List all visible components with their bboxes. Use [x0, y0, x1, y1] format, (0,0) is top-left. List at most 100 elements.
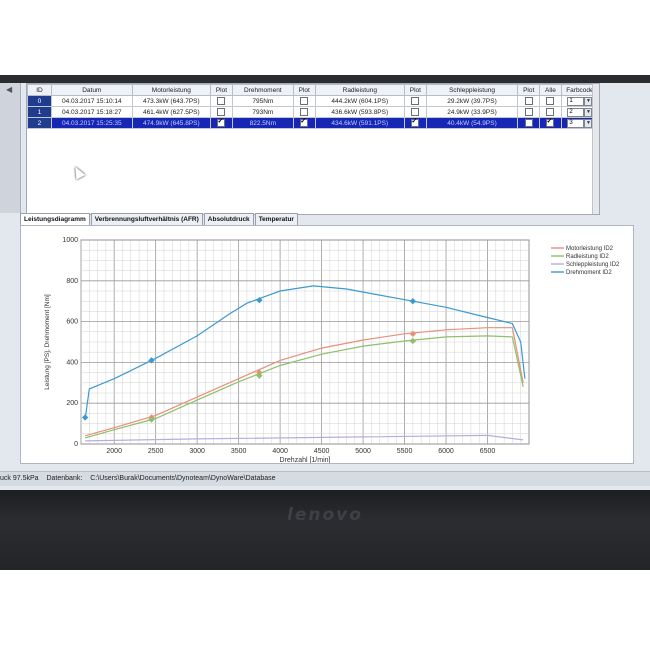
plot-cell: [403, 95, 427, 107]
header-alle[interactable]: Alle: [539, 84, 562, 96]
plot-cell: [292, 95, 316, 107]
plot-cell: [517, 95, 541, 107]
plot-drehmoment-checkbox[interactable]: [300, 119, 309, 127]
row-id[interactable]: 1: [27, 106, 52, 118]
tab-afr[interactable]: Verbrennungsluftverhältnis (AFR): [90, 213, 203, 225]
plot-motorleistung-checkbox[interactable]: [217, 97, 226, 105]
plot-schleppleistung-checkbox[interactable]: [524, 119, 533, 127]
plot-drehmoment-checkbox[interactable]: [300, 97, 309, 105]
table-scrollbar[interactable]: [592, 84, 599, 214]
plot-radleistung-checkbox[interactable]: [411, 97, 420, 105]
table-row[interactable]: 1 04.03.2017 15:18:27 461.4kW (627.5PS) 793…: [27, 106, 600, 118]
x-tick-label: 5500: [397, 448, 413, 455]
alle-checkbox[interactable]: [546, 119, 555, 127]
series-marker-1: [409, 337, 417, 345]
header-plot[interactable]: Plot: [292, 84, 316, 96]
row-id[interactable]: 0: [27, 95, 52, 107]
collapse-arrow-icon[interactable]: ◀: [6, 85, 13, 94]
x-tick-label: 3500: [231, 448, 247, 455]
row-schleppleistung: 29.2kW (39.7PS): [425, 95, 519, 107]
tab-temperatur[interactable]: Temperatur: [254, 213, 298, 225]
alle-cell: [539, 117, 562, 129]
farbcode-cell: 3 ▼: [560, 117, 600, 129]
row-radleistung: 436.6kW (593.8PS): [314, 106, 405, 118]
plot-cell: [292, 117, 316, 129]
plot-cell: [292, 106, 316, 118]
row-drehmoment: 793Nm: [231, 106, 294, 118]
series-line-0: [84, 327, 524, 437]
x-tick-label: 5000: [355, 448, 371, 455]
row-motorleistung: 461.4kW (627.5PS): [131, 106, 212, 118]
legend-entry-0: Motorleistung ID2: [566, 246, 614, 252]
plot-cell: [517, 117, 541, 129]
chevron-down-icon[interactable]: ▼: [584, 107, 593, 117]
y-axis-label: Leistung [PS], Drehmoment [Nm]: [44, 294, 51, 390]
table-header-row: ID Datum Motorleistung Plot Drehmoment P…: [27, 84, 600, 96]
header-plot[interactable]: Plot: [210, 84, 233, 96]
farbcode-select[interactable]: 2: [567, 107, 585, 117]
table-row[interactable]: 0 04.03.2017 15:10:14 473.3kW (643.7PS) 795…: [27, 95, 600, 107]
row-drehmoment: 795Nm: [231, 95, 294, 107]
row-radleistung: 444.2kW (604.1PS): [314, 95, 405, 107]
pressure-readout: uck 97.5kPa: [0, 475, 39, 482]
left-gutter: ◀: [0, 83, 21, 213]
plot-radleistung-checkbox[interactable]: [411, 108, 420, 116]
header-datum[interactable]: Datum: [50, 84, 133, 96]
row-schleppleistung: 40.4kW (54.9PS): [425, 117, 519, 129]
y-tick-label: 200: [66, 400, 78, 407]
row-datum: 04.03.2017 15:25:35: [50, 117, 133, 129]
laptop-brand-logo: lenovo: [287, 505, 363, 525]
series-marker-3: [81, 414, 89, 421]
plot-cell: [517, 106, 541, 118]
database-path: C:\Users\Burak\Documents\Dynoteam\DynoWa…: [90, 475, 276, 482]
series-line-1: [84, 335, 524, 439]
header-motorleistung[interactable]: Motorleistung: [131, 84, 212, 96]
plot-radleistung-checkbox[interactable]: [411, 119, 420, 127]
plot-cell: [210, 106, 233, 118]
chevron-down-icon[interactable]: ▼: [584, 96, 593, 106]
row-datum: 04.03.2017 15:10:14: [50, 95, 133, 107]
row-id[interactable]: 2: [27, 117, 52, 129]
series-marker-3: [256, 296, 263, 304]
series-marker-3: [148, 357, 155, 364]
header-plot[interactable]: Plot: [517, 84, 541, 96]
plot-motorleistung-checkbox[interactable]: [217, 119, 226, 127]
row-drehmoment: 822.5Nm: [231, 117, 294, 129]
header-drehmoment[interactable]: Drehmoment: [231, 84, 294, 96]
database-label: Datenbank:: [46, 475, 83, 482]
x-tick-label: 6000: [438, 448, 454, 455]
x-tick-label: 4000: [272, 448, 288, 455]
y-tick-label: 800: [66, 278, 78, 285]
chevron-down-icon[interactable]: ▼: [584, 118, 593, 128]
y-tick-label: 0: [74, 441, 78, 448]
row-motorleistung: 474.9kW (645.8PS): [131, 117, 212, 129]
farbcode-select[interactable]: 3: [567, 118, 585, 128]
chart-panel: 2000 2500 3000 3500 4000 4500 5000 5500 6000 6500…: [20, 225, 634, 464]
header-schleppleistung[interactable]: Schleppleistung: [425, 84, 519, 96]
alle-checkbox[interactable]: [546, 97, 555, 105]
power-chart: 2000 2500 3000 3500 4000 4500 5000 5500 6000 6500…: [44, 237, 620, 463]
header-plot[interactable]: Plot: [403, 84, 427, 96]
plot-drehmoment-checkbox[interactable]: [300, 108, 309, 116]
header-radleistung[interactable]: Radleistung: [314, 84, 405, 96]
series-line-3: [84, 285, 526, 420]
header-id[interactable]: ID: [27, 84, 52, 96]
x-tick-label: 3000: [189, 448, 205, 455]
tab-leistungsdiagramm[interactable]: Leistungsdiagramm: [20, 213, 90, 226]
runs-table: ID Datum Motorleistung Plot Drehmoment P…: [27, 84, 600, 129]
plot-cell: [210, 95, 233, 107]
row-radleistung: 434.6kW (591.1PS): [314, 117, 405, 129]
series-marker-0: [409, 330, 417, 338]
series-line-2: [85, 434, 524, 442]
tab-absolutdruck[interactable]: Absolutdruck: [203, 213, 254, 225]
x-tick-label: 4500: [314, 448, 330, 455]
alle-cell: [539, 106, 562, 118]
plot-schleppleistung-checkbox[interactable]: [524, 97, 533, 105]
farbcode-select[interactable]: 1: [567, 96, 585, 106]
alle-checkbox[interactable]: [546, 108, 555, 116]
plot-schleppleistung-checkbox[interactable]: [524, 108, 533, 116]
series-marker-1: [148, 416, 155, 423]
plot-motorleistung-checkbox[interactable]: [217, 108, 226, 116]
row-motorleistung: 473.3kW (643.7PS): [131, 95, 212, 107]
